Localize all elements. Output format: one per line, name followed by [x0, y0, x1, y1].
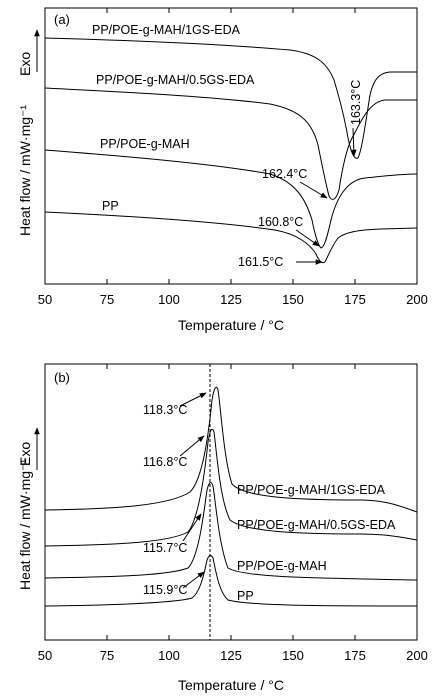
panel-a-x-tick-label: 200: [406, 292, 428, 307]
panel-b-peak-arrow-pp: [182, 571, 205, 589]
panel-a-peak-arrow-05gs-eda: [299, 181, 328, 199]
panel-a-peak-label-1gs-eda: 163.3°C: [349, 80, 363, 125]
panel-a-series-label-pp-poe-g-mah: PP/POE-g-MAH: [100, 137, 190, 151]
panel-b-x-tick-label: 150: [282, 648, 304, 663]
panel-a-label: (a): [54, 12, 70, 27]
panel-b-series-label-1gs-eda: PP/POE-g-MAH/1GS-EDA: [237, 483, 386, 497]
panel-b-x-tick-label: 175: [344, 648, 366, 663]
panel-b-label: (b): [54, 370, 70, 385]
panel-b-peak-label-1gs-eda: 118.3°C: [143, 403, 187, 417]
panel-b: (b) PP/POE-g-MAH/1GS-EDA PP/POE-g-MAH/0.…: [17, 363, 428, 693]
panel-b-peak-label-05gs-eda: 116.8°C: [143, 455, 187, 469]
panel-b-series-label-05gs-eda: PP/POE-g-MAH/0.5GS-EDA: [237, 518, 396, 532]
panel-b-x-tick-label: 200: [406, 648, 428, 663]
panel-a: (a) PP/POE-g-MAH/1GS-EDA PP/POE-g-MAH/0.…: [17, 7, 428, 333]
panel-b-curve-pp: [44, 555, 418, 607]
panel-a-x-tick-label: 150: [282, 292, 304, 307]
panel-b-peak-label-pp-poe-g-mah: 115.7°C: [143, 541, 187, 555]
panel-a-peak-label-05gs-eda: 162.4°C: [262, 167, 307, 181]
panel-a-y-axis-label: Heat flow / mW·mg⁻¹: [17, 105, 33, 236]
panel-b-x-tick-label: 50: [38, 648, 52, 663]
panel-b-y-axis-label: Heat flow / mW·mg⁻¹: [17, 459, 33, 590]
panel-b-curve-05gs-eda: [44, 428, 418, 547]
panel-b-peak-arrow-05gs-eda: [179, 435, 205, 457]
panel-a-curve-1gs-eda: [44, 37, 417, 159]
panel-b-series-label-pp: PP: [237, 589, 254, 603]
panel-a-curve-05gs-eda: [44, 87, 417, 200]
panel-b-x-tick-label: 75: [100, 648, 114, 663]
panel-a-x-ticks: 50 75 100 125 150 175 200: [38, 8, 428, 307]
panel-b-curve-1gs-eda: [44, 386, 418, 513]
panel-a-x-tick-label: 175: [344, 292, 366, 307]
panel-b-peak-arrow-pp-poe-g-mah: [182, 513, 202, 542]
panel-a-peak-arrow-1gs-eda: [350, 127, 357, 157]
panel-a-peak-label-pp-poe-g-mah: 160.8°C: [258, 215, 303, 229]
panel-b-series-label-pp-poe-g-mah: PP/POE-g-MAH: [237, 559, 327, 573]
panel-b-x-axis-label: Temperature / °C: [178, 677, 284, 693]
panel-b-peak-label-pp: 115.9°C: [143, 583, 187, 597]
panel-a-curve-pp: [44, 211, 418, 264]
panel-b-peak-arrow-1gs-eda: [179, 392, 207, 407]
panel-a-peak-label-pp: 161.5°C: [238, 255, 283, 269]
panel-b-x-tick-label: 100: [158, 648, 180, 663]
panel-a-x-tick-label: 125: [220, 292, 242, 307]
panel-a-curve-pp-poe-g-mah: [44, 149, 418, 249]
panel-b-plot-frame: [44, 363, 418, 641]
panel-b-x-ticks: 50 75 100 125 150 175 200: [38, 364, 428, 663]
panel-a-series-label-pp: PP: [102, 199, 119, 213]
panel-b-exo-label: Exo: [17, 442, 33, 466]
panel-a-x-tick-label: 75: [100, 292, 114, 307]
panel-a-x-tick-label: 50: [38, 292, 52, 307]
panel-a-series-label-05gs-eda: PP/POE-g-MAH/0.5GS-EDA: [96, 73, 255, 87]
panel-b-curve-pp-poe-g-mah: [44, 482, 418, 581]
panel-a-exo-label: Exo: [17, 52, 33, 76]
panel-b-x-tick-label: 125: [220, 648, 242, 663]
panel-a-series-label-1gs-eda: PP/POE-g-MAH/1GS-EDA: [92, 23, 241, 37]
panel-a-x-tick-label: 100: [158, 292, 180, 307]
panel-a-peak-arrow-pp-poe-g-mah: [295, 229, 320, 247]
panel-a-x-axis-label: Temperature / °C: [178, 317, 284, 333]
